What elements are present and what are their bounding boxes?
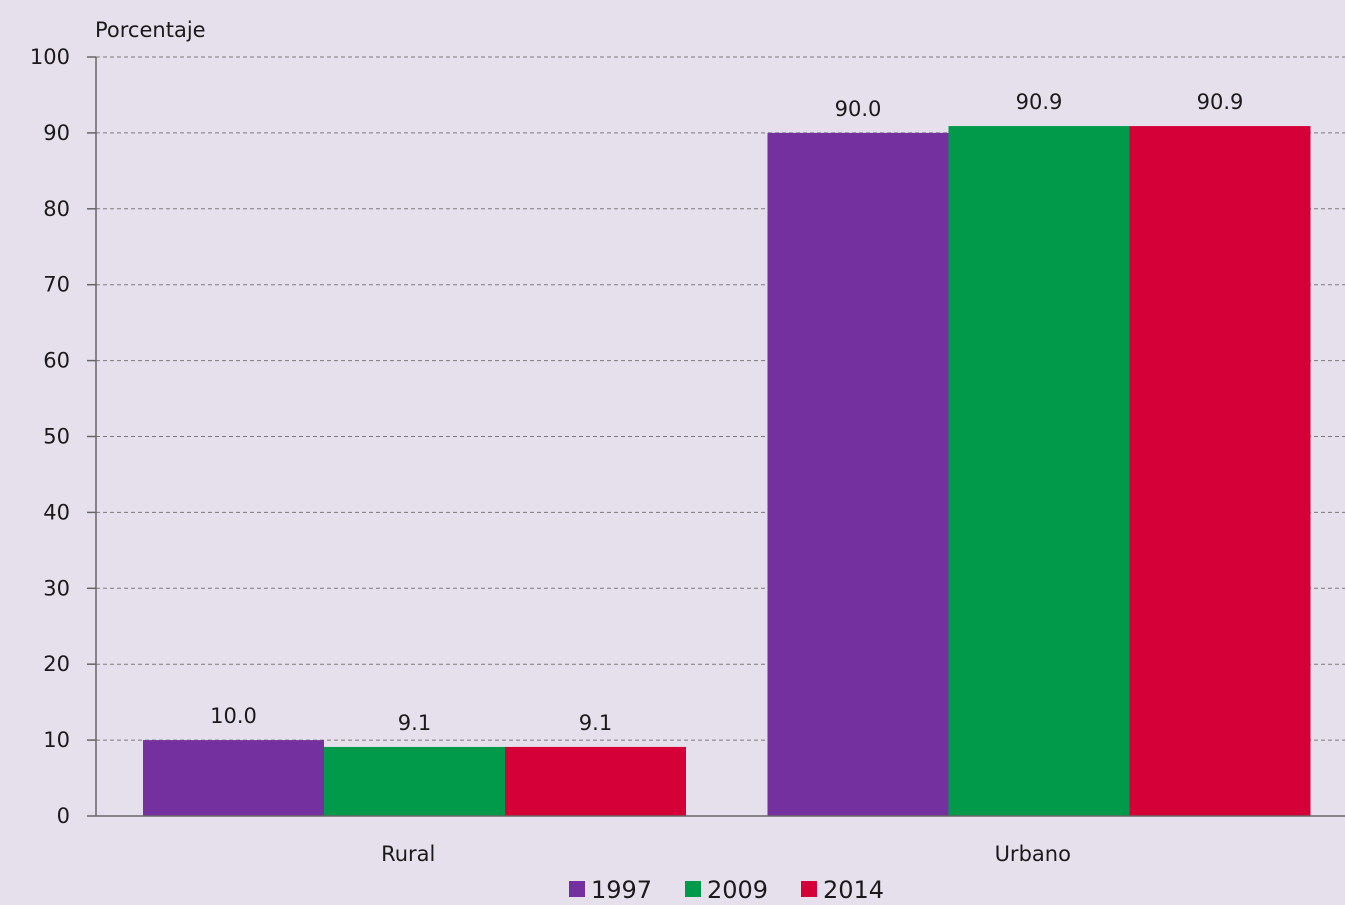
y-tick-label: 50 (43, 425, 70, 449)
data-label-urbano-2014: 90.9 (1197, 90, 1244, 114)
legend-swatch-2014 (801, 881, 817, 897)
bar-rural-1997 (143, 740, 324, 816)
bar-rural-2009 (324, 746, 505, 816)
bar-urbano-2009 (948, 126, 1130, 817)
y-tick-label: 10 (43, 728, 70, 752)
y-tick-label: 100 (30, 45, 70, 69)
data-label-urbano-2009: 90.9 (1016, 90, 1063, 114)
y-tick-label: 0 (57, 804, 70, 828)
y-tick-label: 30 (43, 576, 70, 600)
bar-urbano-1997 (767, 132, 949, 816)
y-tick-label: 80 (43, 197, 70, 221)
data-label-urbano-1997: 90.0 (835, 97, 882, 121)
y-tick-label: 40 (43, 500, 70, 524)
legend-swatch-1997 (569, 881, 585, 897)
y-tick-label: 60 (43, 349, 70, 373)
axes: 0 10 20 30 40 50 60 70 80 90 100 Rural Urbano (30, 45, 1345, 866)
legend-label-2014: 2014 (823, 876, 884, 904)
bars (143, 126, 1311, 817)
legend-swatch-2009 (685, 881, 701, 897)
y-tick-label: 20 (43, 652, 70, 676)
x-category-label: Urbano (995, 842, 1071, 866)
legend-label-1997: 1997 (591, 876, 652, 904)
bar-urbano-2014 (1129, 126, 1311, 817)
y-tick-label: 90 (43, 121, 70, 145)
bar-rural-2014 (505, 746, 686, 816)
legend: 1997 2009 2014 (569, 876, 884, 904)
data-labels: 10.0 9.1 9.1 90.0 90.9 90.9 (210, 90, 1243, 735)
gridlines (96, 56, 1345, 741)
x-category-label: Rural (381, 842, 435, 866)
y-tick-label: 70 (43, 273, 70, 297)
legend-label-2009: 2009 (707, 876, 768, 904)
y-axis-label: Porcentaje (95, 18, 206, 42)
data-label-rural-2009: 9.1 (398, 711, 431, 735)
data-label-rural-1997: 10.0 (210, 704, 257, 728)
data-label-rural-2014: 9.1 (579, 711, 612, 735)
